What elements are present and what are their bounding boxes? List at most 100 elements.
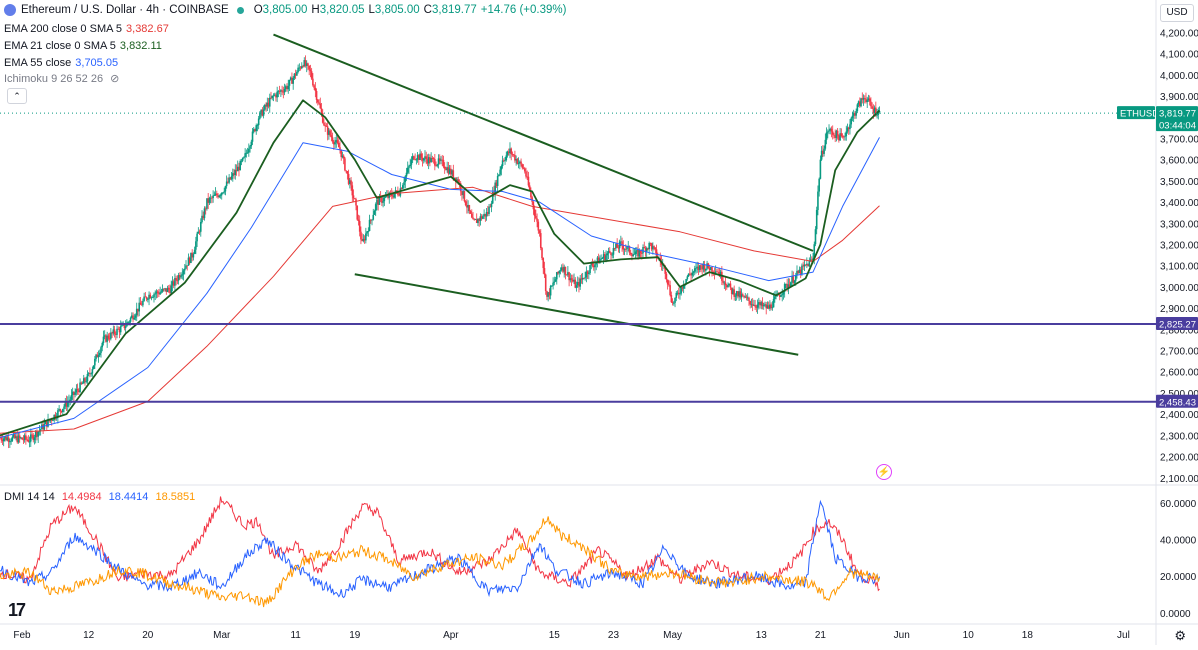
candle-body [585, 271, 588, 278]
indicator-ema55[interactable]: EMA 55 close 3,705.05 [4, 56, 118, 70]
candle-body [810, 259, 813, 261]
dmi-label: DMI 14 14 [4, 491, 55, 503]
candle-body [363, 238, 366, 241]
indicator-ichimoku-label: Ichimoku 9 26 52 26 [4, 73, 104, 85]
candle-body [265, 104, 267, 107]
dmi-minus-value: 18.4414 [108, 491, 149, 503]
indicator-ema200[interactable]: EMA 200 close 0 SMA 5 3,382.67 [4, 22, 169, 36]
candle-body [522, 167, 525, 169]
indicator-ema21[interactable]: EMA 21 close 0 SMA 5 3,832.11 [4, 39, 162, 53]
currency-button[interactable]: USD [1160, 4, 1194, 22]
market-status-dot [236, 6, 244, 14]
candle-body [480, 216, 483, 219]
chart-header: Ethereum / U.S. Dollar · 4h · COINBASE O… [4, 4, 566, 16]
candle-body [640, 253, 643, 254]
candle-body [337, 142, 340, 148]
price-tick-label: 4,000.00 [1160, 71, 1198, 82]
trend-line[interactable] [273, 33, 814, 252]
candle-body [820, 150, 823, 160]
candle-body [59, 409, 62, 411]
candle-body [270, 97, 272, 99]
candle-body [537, 221, 540, 231]
candle-body [604, 254, 606, 261]
indicator-ema21-label: EMA 21 close 0 SMA 5 [4, 40, 116, 52]
candle-body [62, 408, 64, 413]
candle-body [762, 305, 765, 307]
candle-body [689, 273, 691, 275]
candle-body [82, 378, 85, 384]
dmi-legend[interactable]: DMI 14 14 14.4984 18.4414 18.5851 [4, 490, 195, 504]
candle-body [195, 241, 197, 250]
tradingview-logo-icon[interactable]: 17 [8, 600, 26, 620]
candle-body [612, 247, 615, 255]
candle-body [552, 282, 554, 286]
candle-body [698, 265, 701, 270]
candle-body [709, 267, 712, 271]
candle-body [702, 264, 705, 270]
settings-gear-icon[interactable]: ⚙ [1174, 628, 1186, 643]
candle-body [314, 87, 317, 92]
candle-body [579, 278, 581, 287]
eye-hidden-icon[interactable]: ⊘ [110, 73, 120, 85]
candle-body [165, 288, 168, 292]
candle-body [421, 157, 424, 161]
candle-body [448, 168, 451, 174]
trend-line[interactable] [354, 273, 799, 356]
candle-body [613, 247, 616, 249]
candle-body [797, 270, 800, 274]
candle-body [9, 441, 11, 443]
candle-body [177, 275, 180, 281]
open-value: 3,805.00 [262, 4, 308, 16]
candle-body [191, 252, 193, 258]
candle-body [255, 125, 258, 132]
candle-body [815, 210, 818, 230]
candle-body [549, 285, 552, 296]
candle-body [361, 239, 363, 241]
lightning-icon[interactable]: ⚡ [876, 464, 892, 480]
price-tick-label: 3,000.00 [1160, 283, 1198, 294]
candle-body [138, 302, 140, 312]
candle-body [467, 205, 469, 208]
candle-body [655, 249, 658, 257]
candle-body [372, 214, 375, 220]
collapse-legend-button[interactable]: ⌃ [7, 88, 27, 104]
candle-body [230, 176, 233, 180]
candle-body [353, 198, 356, 200]
time-tick-label: Jun [894, 630, 910, 641]
candle-body [717, 271, 719, 273]
candle-body [124, 326, 127, 329]
candle-body [485, 212, 488, 217]
candle-body [414, 159, 416, 160]
candle-body [212, 195, 214, 199]
candle-body [161, 288, 164, 292]
candle-body [65, 401, 68, 407]
candle-body [102, 336, 105, 344]
candle-body [275, 94, 277, 98]
candle-body [315, 91, 318, 100]
candle-body [555, 272, 558, 280]
candle-body [584, 277, 586, 279]
candle-body [753, 304, 755, 306]
candle-body [44, 421, 47, 425]
candle-body [129, 317, 132, 322]
candle-body [192, 253, 195, 258]
candle-body [623, 248, 626, 250]
candle-body [626, 246, 628, 250]
candle-body [145, 297, 148, 300]
candle-body [602, 254, 605, 259]
candle-body [151, 297, 154, 299]
candle-body [819, 159, 822, 179]
candle-body [341, 155, 344, 158]
price-tick-label: 2,400.00 [1160, 410, 1198, 421]
candle-body [507, 151, 510, 154]
indicator-ichimoku[interactable]: Ichimoku 9 26 52 26 ⊘ [4, 72, 119, 86]
candle-body [845, 131, 848, 137]
candle-body [193, 249, 196, 254]
candle-body [818, 178, 820, 192]
symbol-title[interactable]: Ethereum / U.S. Dollar · 4h · COINBASE [21, 4, 229, 16]
candle-body [687, 273, 690, 277]
candle-body [347, 173, 350, 184]
candle-body [758, 302, 760, 305]
candle-body [611, 254, 614, 256]
